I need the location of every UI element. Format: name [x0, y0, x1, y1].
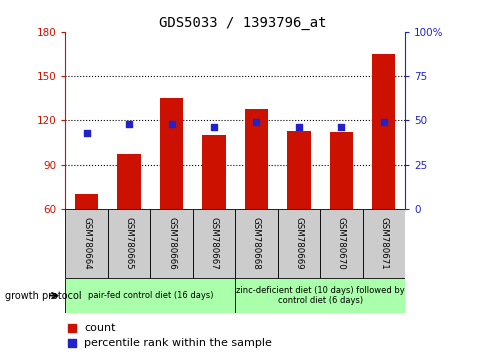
Text: GSM780668: GSM780668 [251, 217, 260, 270]
Bar [75, 194, 98, 209]
Bar [192, 209, 235, 278]
Text: GSM780671: GSM780671 [378, 217, 388, 270]
Text: GSM780669: GSM780669 [294, 217, 303, 270]
Bar [235, 278, 404, 313]
Text: growth protocol: growth protocol [5, 291, 81, 301]
Text: count: count [84, 322, 115, 332]
Bar [277, 209, 319, 278]
Text: GSM780667: GSM780667 [209, 217, 218, 270]
Point [292, 123, 300, 129]
Text: GSM780664: GSM780664 [82, 217, 91, 270]
Bar [107, 209, 150, 278]
Text: percentile rank within the sample: percentile rank within the sample [84, 338, 272, 348]
Text: GSM780670: GSM780670 [336, 217, 345, 270]
Point [292, 268, 300, 274]
Bar [329, 132, 352, 209]
Text: GSM780665: GSM780665 [124, 217, 134, 270]
Bar [117, 154, 140, 209]
Bar [65, 209, 107, 278]
Bar [202, 135, 225, 209]
Text: GSM780666: GSM780666 [166, 217, 176, 270]
Bar [244, 109, 268, 209]
Point [337, 125, 345, 130]
Bar [65, 278, 235, 313]
Text: GDS5033 / 1393796_at: GDS5033 / 1393796_at [158, 16, 326, 30]
Point [294, 125, 302, 130]
Bar [287, 131, 310, 209]
Point [252, 119, 260, 125]
Bar [371, 54, 394, 209]
Point [125, 121, 133, 127]
Text: zinc-deficient diet (10 days) followed by
control diet (6 days): zinc-deficient diet (10 days) followed b… [235, 286, 404, 305]
Point [167, 121, 175, 127]
Bar [319, 209, 362, 278]
Text: pair-fed control diet (16 days): pair-fed control diet (16 days) [88, 291, 212, 300]
Point [83, 130, 91, 136]
Point [210, 125, 217, 130]
Point [379, 119, 387, 125]
Bar [362, 209, 404, 278]
Bar [235, 209, 277, 278]
Bar [150, 209, 192, 278]
Bar [160, 98, 183, 209]
